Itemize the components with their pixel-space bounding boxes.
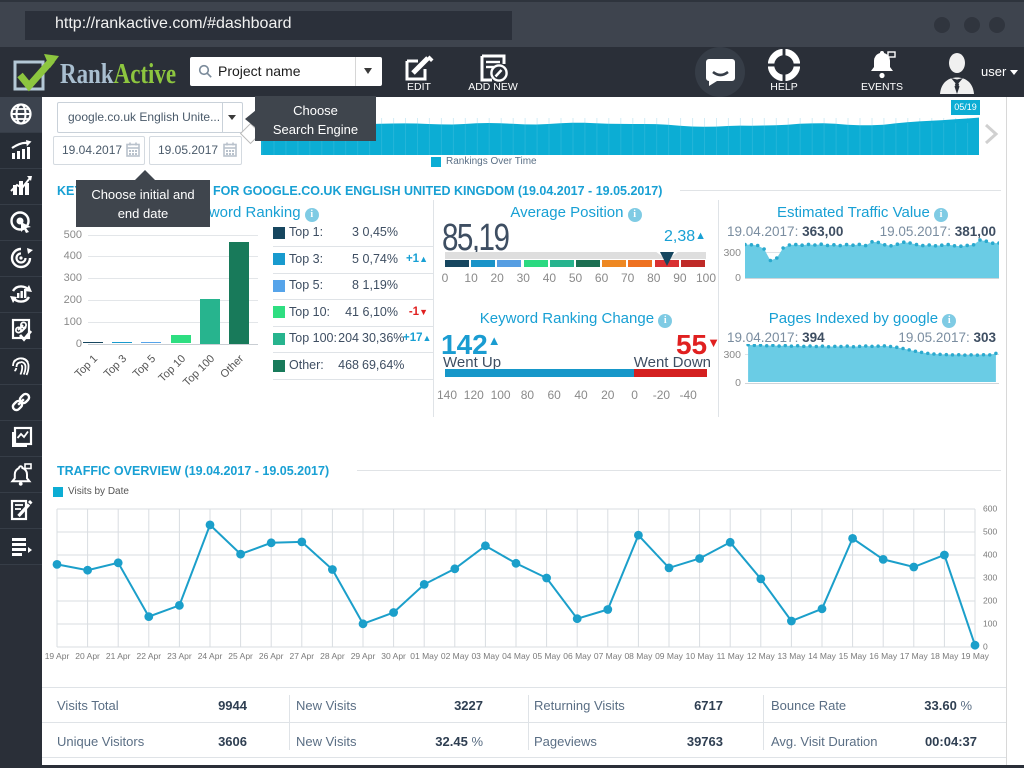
svg-text:18 May: 18 May [930,651,959,661]
svg-text:05 May: 05 May [533,651,562,661]
svg-text:600: 600 [983,504,997,514]
svg-text:19 May: 19 May [961,651,990,661]
svg-text:09 May: 09 May [655,651,684,661]
svg-text:04 May: 04 May [502,651,531,661]
svg-text:27 Apr: 27 Apr [290,651,315,661]
svg-text:22 Apr: 22 Apr [137,651,162,661]
svg-text:500: 500 [983,527,997,537]
svg-text:15 May: 15 May [839,651,868,661]
svg-text:06 May: 06 May [563,651,592,661]
svg-text:19 Apr: 19 Apr [45,651,70,661]
svg-text:20 Apr: 20 Apr [75,651,100,661]
svg-text:29 Apr: 29 Apr [351,651,376,661]
svg-text:28 Apr: 28 Apr [320,651,345,661]
svg-text:23 Apr: 23 Apr [167,651,192,661]
svg-text:03 May: 03 May [471,651,500,661]
svg-text:16 May: 16 May [869,651,898,661]
svg-text:08 May: 08 May [624,651,653,661]
svg-text:10 May: 10 May [686,651,715,661]
svg-text:200: 200 [983,596,997,606]
svg-text:400: 400 [983,550,997,560]
svg-text:02 May: 02 May [441,651,470,661]
svg-text:0: 0 [983,642,988,652]
svg-text:24 Apr: 24 Apr [198,651,223,661]
svg-text:14 May: 14 May [808,651,837,661]
svg-text:21 Apr: 21 Apr [106,651,131,661]
svg-text:300: 300 [983,573,997,583]
svg-text:30 Apr: 30 Apr [381,651,406,661]
svg-text:01 May: 01 May [410,651,439,661]
svg-text:26 Apr: 26 Apr [259,651,284,661]
svg-text:25 Apr: 25 Apr [228,651,253,661]
svg-text:07 May: 07 May [594,651,623,661]
svg-text:13 May: 13 May [777,651,806,661]
svg-text:11 May: 11 May [717,651,745,661]
svg-text:12 May: 12 May [747,651,776,661]
svg-text:100: 100 [983,619,997,629]
svg-text:17 May: 17 May [900,651,929,661]
